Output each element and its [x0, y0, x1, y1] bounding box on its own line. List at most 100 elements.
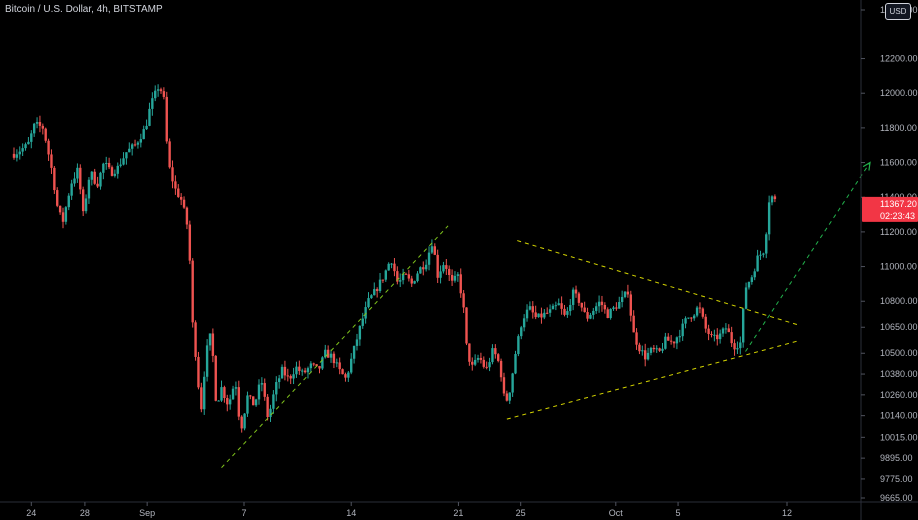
- trendline-triangle-lower[interactable]: [506, 340, 798, 420]
- candle-body: [47, 140, 50, 155]
- price-tick-label: 9665.00: [880, 493, 913, 503]
- candle-body: [485, 366, 488, 368]
- candle-body: [600, 301, 604, 306]
- projection-arrowhead: [862, 161, 871, 171]
- candle-body: [370, 295, 373, 299]
- candle-body: [154, 90, 157, 99]
- currency-button[interactable]: USD: [885, 3, 911, 20]
- candle-body: [546, 312, 549, 314]
- candle-body: [698, 307, 702, 309]
- candle-body: [295, 366, 298, 375]
- candle-body: [217, 400, 220, 402]
- candle-body: [632, 315, 635, 333]
- candle-body: [93, 171, 96, 184]
- candle-body: [615, 307, 618, 309]
- candle-body: [649, 347, 653, 353]
- candle-body: [156, 89, 160, 91]
- candle-body: [87, 179, 91, 199]
- candle-body: [315, 364, 318, 366]
- candle-body: [450, 275, 454, 281]
- candle-body: [577, 293, 581, 303]
- price-tick-label: 10500.00: [880, 348, 918, 358]
- candle-body: [704, 316, 707, 329]
- candle-body: [641, 350, 644, 352]
- candle-body: [756, 255, 759, 272]
- candle-body: [321, 357, 324, 369]
- candle-body: [603, 305, 607, 310]
- candle-body: [646, 352, 650, 360]
- candle-body: [623, 291, 627, 297]
- candle-body: [744, 287, 748, 309]
- candle-body: [220, 387, 223, 401]
- candle-body: [367, 298, 370, 308]
- candle-body: [73, 178, 76, 184]
- price-tick-label: 11600.00: [880, 158, 917, 168]
- candle-body: [263, 383, 266, 397]
- candle-body: [352, 345, 356, 359]
- candle-body: [384, 270, 388, 280]
- candle-body: [672, 341, 676, 344]
- candle-body: [390, 263, 393, 265]
- candle-body: [341, 369, 344, 375]
- candle-body: [182, 199, 186, 208]
- candle-body: [168, 141, 171, 168]
- candle-body: [765, 234, 768, 254]
- candle-body: [350, 358, 353, 373]
- candle-body: [675, 337, 679, 344]
- candle-body: [465, 307, 468, 344]
- candle-body: [739, 342, 742, 349]
- candle-body: [185, 207, 189, 225]
- candle-body: [56, 190, 59, 206]
- candle-body: [35, 122, 39, 124]
- candle-body: [762, 253, 765, 255]
- candle-body: [583, 307, 586, 313]
- candle-body: [364, 307, 367, 319]
- candle-body: [404, 273, 408, 275]
- price-tick-label: 10380.00: [880, 369, 918, 379]
- candle-body: [560, 303, 563, 309]
- trendline-projection-arrow[interactable]: [745, 162, 871, 352]
- candle-body: [275, 382, 278, 395]
- price-tick-label: 10650.00: [880, 322, 918, 332]
- candle-body: [667, 336, 670, 341]
- candle-body: [289, 375, 292, 379]
- candle-body: [652, 347, 656, 350]
- candle-body: [228, 399, 232, 405]
- candle-body: [277, 378, 281, 383]
- last-price-badge: [862, 196, 918, 222]
- candle-body: [511, 373, 514, 393]
- candle-body: [188, 224, 192, 261]
- candle-body: [436, 254, 439, 278]
- candle-body: [252, 396, 255, 406]
- candle-body: [687, 317, 690, 319]
- candle-body: [298, 366, 301, 372]
- candle-body: [620, 296, 624, 303]
- candle-body: [557, 303, 560, 306]
- trendline-triangle-upper[interactable]: [517, 240, 798, 326]
- time-tick-label: 25: [516, 508, 526, 518]
- candle-body: [534, 312, 537, 318]
- candle-body: [179, 196, 183, 200]
- candle-body: [142, 129, 145, 140]
- candle-body: [324, 349, 327, 358]
- candle-body: [122, 158, 125, 165]
- candle-body: [462, 293, 465, 308]
- candle-body: [479, 357, 483, 360]
- candle-body: [716, 334, 719, 340]
- candle-body: [422, 267, 425, 270]
- candle-body: [50, 154, 53, 168]
- price-tick-label: 12200.00: [880, 54, 918, 64]
- candle-body: [488, 362, 491, 368]
- candle-body: [67, 195, 70, 208]
- candle-body: [347, 372, 350, 378]
- candle-body: [609, 308, 612, 319]
- price-tick-label: 10015.00: [880, 432, 918, 442]
- candle-body: [312, 363, 315, 365]
- time-tick-label: 5: [676, 508, 681, 518]
- candle-body: [727, 328, 730, 333]
- candle-body: [393, 263, 396, 272]
- candle-body: [643, 350, 647, 360]
- trendline-ascending-support-sep[interactable]: [221, 225, 449, 469]
